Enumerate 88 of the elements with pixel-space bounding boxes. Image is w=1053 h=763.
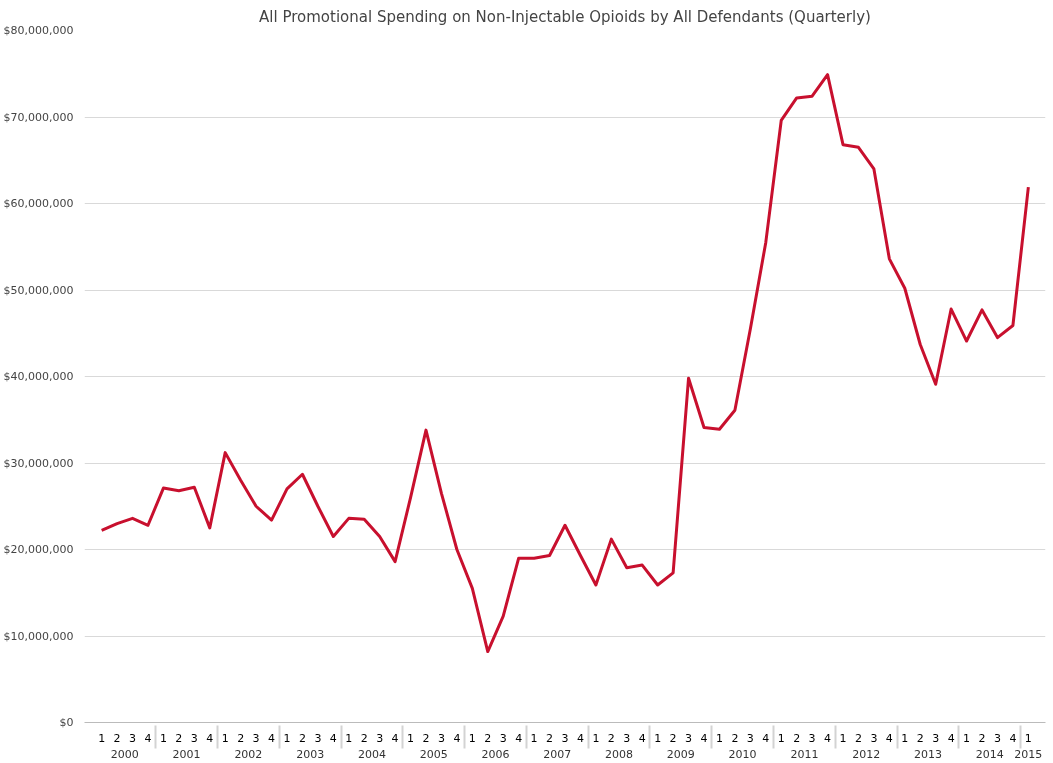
- x-tick-label: 1: [654, 731, 662, 745]
- x-tick-label: 1: [901, 731, 909, 745]
- x-tick-label: 2: [731, 731, 739, 745]
- x-tick-label: 3: [499, 731, 507, 745]
- x-tick-label: 1: [963, 731, 971, 745]
- x-tick-label: 4: [1009, 731, 1017, 745]
- text: 2009: [666, 747, 695, 761]
- y-tick-label: $10,000,000: [3, 629, 74, 643]
- x-tick-label: 2: [360, 731, 368, 745]
- text: 2004: [357, 747, 386, 761]
- text: 2002: [234, 747, 263, 761]
- text: 2007: [543, 747, 572, 761]
- x-tick-label: 4: [453, 731, 461, 745]
- x-tick-label: 2: [916, 731, 924, 745]
- x-tick-label: 4: [268, 731, 276, 745]
- text: 2001: [172, 747, 201, 761]
- y-tick-label: $80,000,000: [3, 24, 74, 37]
- x-tick-label: 3: [932, 731, 940, 745]
- x-tick-label: 1: [468, 731, 476, 745]
- x-tick-label: 4: [762, 731, 770, 745]
- y-tick-label: $20,000,000: [3, 543, 74, 556]
- x-tick-label: 4: [885, 731, 893, 745]
- x-tick-label: 1: [283, 731, 291, 745]
- x-tick-label: 4: [576, 731, 584, 745]
- x-tick-label: 1: [592, 731, 600, 745]
- y-tick-label: $70,000,000: [3, 110, 74, 124]
- x-tick-label: 1: [530, 731, 538, 745]
- y-tick-label: $30,000,000: [3, 456, 74, 470]
- x-tick-label: 3: [746, 731, 754, 745]
- line-series: [100, 73, 1030, 654]
- text: 2011: [790, 747, 819, 761]
- x-tick-label: 3: [993, 731, 1001, 745]
- x-tick-label: 1: [159, 731, 167, 745]
- x-tick-label: 4: [329, 731, 337, 745]
- x-tick-label: 1: [407, 731, 415, 745]
- text: 2013: [913, 747, 942, 761]
- x-tick-label: 4: [824, 731, 832, 745]
- x-tick-label: 3: [190, 731, 198, 745]
- x-tick-label: 4: [206, 731, 214, 745]
- x-tick-label: 3: [808, 731, 816, 745]
- text: 2000: [110, 747, 139, 761]
- y-tick-label: $40,000,000: [3, 370, 74, 383]
- x-tick-label: 3: [685, 731, 693, 745]
- x-tick-label: 2: [484, 731, 492, 745]
- x-tick-label: 1: [839, 731, 847, 745]
- x-tick-label: 4: [515, 731, 523, 745]
- x-tick-label: 3: [870, 731, 878, 745]
- text: 2003: [296, 747, 325, 761]
- x-tick-label: 3: [376, 731, 384, 745]
- x-tick-label: 4: [700, 731, 708, 745]
- text: 2014: [975, 747, 1004, 761]
- y-tick-label: $60,000,000: [3, 197, 74, 210]
- x-tick-label: 4: [947, 731, 955, 745]
- chart-title: All Promotional Spending on Non-Injectable Opioids by All Defendants (Quarterly): [259, 7, 871, 26]
- x-tick-label: 2: [237, 731, 245, 745]
- x-tick-label: 1: [221, 731, 229, 745]
- x-tick-label: 2: [113, 731, 121, 745]
- x-tick-label: 3: [437, 731, 445, 745]
- x-tick-label: 2: [422, 731, 430, 745]
- x-tick-label: 2: [793, 731, 801, 745]
- x-tick-label: 1: [98, 731, 106, 745]
- x-tick-label: 3: [623, 731, 631, 745]
- x-tick-label: 1: [345, 731, 353, 745]
- x-tick-label: 4: [144, 731, 152, 745]
- x-tick-label: 1: [777, 731, 785, 745]
- y-tick-label: $50,000,000: [3, 283, 74, 297]
- x-tick-label: 3: [252, 731, 260, 745]
- x-tick-label: 2: [607, 731, 615, 745]
- x-tick-label: 2: [978, 731, 986, 745]
- x-tick-label: 4: [391, 731, 399, 745]
- text: 2015: [1014, 747, 1043, 761]
- x-tick-label: 1: [715, 731, 723, 745]
- text: 2010: [728, 747, 757, 761]
- text: 2008: [605, 747, 634, 761]
- x-tick-label: 2: [854, 731, 862, 745]
- x-tick-label: 3: [129, 731, 137, 745]
- x-tick-label: 2: [298, 731, 306, 745]
- x-tick-label: 2: [175, 731, 183, 745]
- text: 2005: [419, 747, 448, 761]
- text: 2006: [481, 747, 510, 761]
- x-tick-label: 3: [561, 731, 569, 745]
- x-tick-label: 4: [638, 731, 646, 745]
- y-tick-label: $0: [59, 716, 74, 729]
- x-tick-label: 2: [546, 731, 554, 745]
- x-tick-label: 1: [1024, 731, 1032, 745]
- x-tick-label: 3: [314, 731, 322, 745]
- text: 2012: [852, 747, 881, 761]
- x-tick-label: 2: [669, 731, 677, 745]
